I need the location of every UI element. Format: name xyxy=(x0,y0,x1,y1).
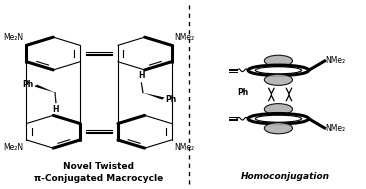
Text: H: H xyxy=(52,105,59,114)
Text: NMe₂: NMe₂ xyxy=(174,33,194,42)
Polygon shape xyxy=(143,93,164,100)
Text: Ph: Ph xyxy=(237,88,249,97)
Ellipse shape xyxy=(264,74,292,85)
Text: Novel Twisted: Novel Twisted xyxy=(63,162,134,171)
Text: Homoconjugation: Homoconjugation xyxy=(241,172,330,181)
Ellipse shape xyxy=(264,55,292,66)
Ellipse shape xyxy=(264,123,292,134)
Polygon shape xyxy=(34,84,55,93)
Text: NMe₂: NMe₂ xyxy=(174,143,194,152)
Text: Me₂N: Me₂N xyxy=(4,33,24,42)
Text: NMe₂: NMe₂ xyxy=(326,56,346,65)
Text: NMe₂: NMe₂ xyxy=(326,124,346,133)
Text: Me₂N: Me₂N xyxy=(4,143,24,152)
Text: Ph: Ph xyxy=(165,95,177,104)
Text: Ph: Ph xyxy=(22,80,33,89)
Text: π-Conjugated Macrocycle: π-Conjugated Macrocycle xyxy=(34,174,164,183)
Ellipse shape xyxy=(264,104,292,115)
Text: H: H xyxy=(139,71,145,80)
